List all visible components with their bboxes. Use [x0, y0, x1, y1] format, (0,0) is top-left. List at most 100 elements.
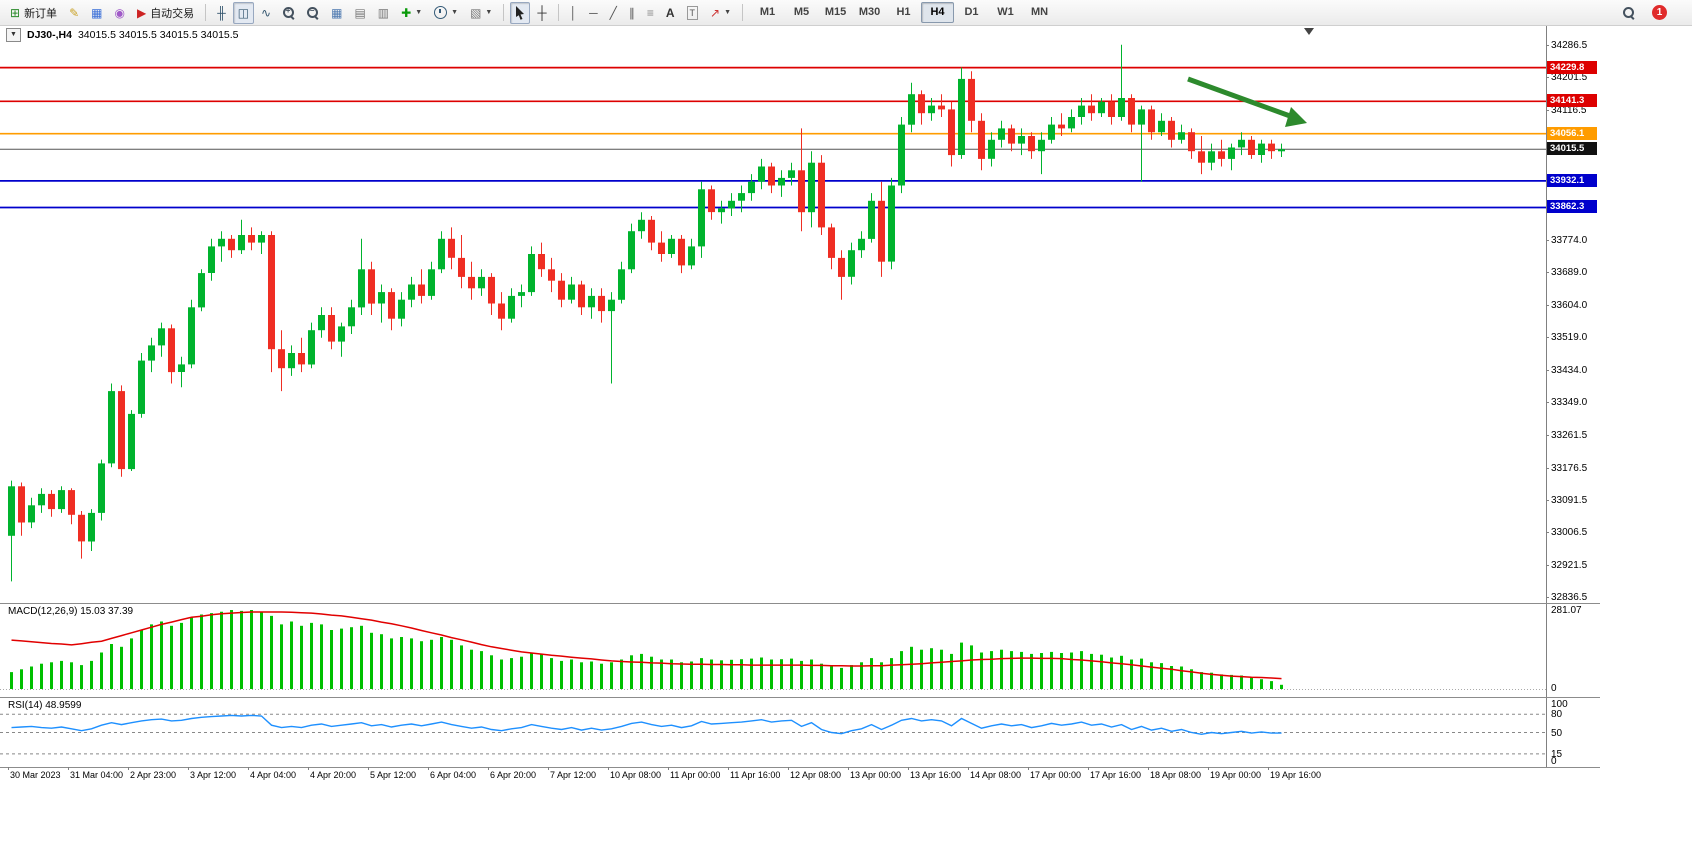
- timeframe-button-h1[interactable]: H1: [896, 6, 911, 18]
- bid-price-tag: 34015.5: [1547, 142, 1597, 155]
- timeframe-button-d1[interactable]: D1: [964, 6, 979, 18]
- bar-chart-icon: ╫: [217, 5, 226, 20]
- metaeditor-icon: ✎: [69, 5, 80, 20]
- zoom-in-button[interactable]: +: [278, 2, 300, 24]
- line-chart-icon: ∿: [261, 5, 272, 20]
- fibonacci-button[interactable]: ≡: [642, 2, 659, 24]
- rsi-scale-label: 15: [1551, 749, 1563, 760]
- time-axis-label: 10 Apr 08:00: [607, 767, 662, 780]
- cascade-windows-icon: ▤: [354, 5, 366, 20]
- time-axis-label: 7 Apr 12:00: [547, 767, 597, 780]
- price-tag: 34141.3: [1547, 94, 1597, 107]
- autotrading-button[interactable]: ▶ 自动交易: [132, 2, 199, 24]
- price-axis-label: 32921.5: [1545, 560, 1588, 571]
- time-axis-label: 31 Mar 04:00: [67, 767, 124, 780]
- toolbar-separator: [557, 4, 559, 21]
- channel-button[interactable]: ∥: [624, 2, 640, 24]
- templates-button[interactable]: ▧ ▼: [465, 2, 497, 24]
- chevron-down-icon: ▼: [485, 9, 493, 16]
- timeframe-toolbar: M1 M5 M15 M30 H1 H4 D1 W1 MN: [751, 2, 1056, 23]
- time-axis-label: 12 Apr 08:00: [787, 767, 842, 780]
- price-axis-label: 33774.0: [1545, 235, 1588, 246]
- trendline-button[interactable]: ╱: [605, 2, 622, 24]
- indicators-plus-icon: ✚: [401, 5, 412, 20]
- main-chart-canvas[interactable]: [0, 24, 1546, 768]
- timeframe-button-m5[interactable]: M5: [793, 6, 810, 18]
- price-tag: 34229.8: [1547, 61, 1597, 74]
- text-icon: A: [665, 5, 675, 20]
- text-label-icon: T: [686, 5, 699, 20]
- new-order-button[interactable]: ⊞ 新订单: [5, 2, 62, 24]
- toolbar-separator: [503, 4, 505, 21]
- vertical-line-button[interactable]: │: [565, 2, 583, 24]
- bar-chart-button[interactable]: ╫: [212, 2, 231, 24]
- time-axis-label: 13 Apr 16:00: [907, 767, 962, 780]
- arrows-button[interactable]: ↗ ▼: [705, 2, 736, 24]
- price-axis-label: 32836.5: [1545, 592, 1588, 603]
- market-button[interactable]: ▦: [86, 2, 107, 24]
- price-axis-label: 34286.5: [1545, 40, 1588, 51]
- text-button[interactable]: A: [661, 2, 680, 24]
- chevron-down-icon: ▼: [451, 9, 459, 16]
- timeframe-button-m1[interactable]: M1: [759, 6, 776, 18]
- main-toolbar: ⊞ 新订单 ✎ ▦ ◉ ▶ 自动交易 ╫ ◫ ∿ + − ▦ ▤ ▥ ✚ ▼ ▼ …: [0, 0, 1692, 26]
- time-axis-label: 5 Apr 12:00: [367, 767, 417, 780]
- search-button[interactable]: [1618, 2, 1640, 24]
- tile-windows-button[interactable]: ▦: [326, 2, 347, 24]
- toolbar-separator: [742, 4, 744, 21]
- time-axis-label: 4 Apr 04:00: [247, 767, 297, 780]
- price-axis-label: 33006.5: [1545, 527, 1588, 538]
- zoom-in-icon: +: [283, 6, 295, 19]
- text-label-button[interactable]: T: [682, 2, 704, 24]
- autotrading-icon: ▶: [136, 5, 147, 20]
- time-axis-label: 2 Apr 23:00: [127, 767, 177, 780]
- macd-histogram: [10, 610, 1283, 689]
- indicators-button[interactable]: ✚ ▼: [396, 2, 427, 24]
- notification-badge[interactable]: 1: [1652, 5, 1667, 20]
- trend-arrow[interactable]: [1187, 76, 1307, 127]
- price-axis-label: 34201.5: [1545, 72, 1588, 83]
- time-axis-label: 11 Apr 00:00: [667, 767, 721, 780]
- cascade-windows-button[interactable]: ▤: [349, 2, 370, 24]
- time-axis-label: 14 Apr 08:00: [967, 767, 1022, 780]
- arrange-windows-button[interactable]: ▥: [373, 2, 394, 24]
- arrange-windows-icon: ▥: [377, 5, 390, 20]
- horizontal-line-button[interactable]: ─: [584, 2, 603, 24]
- panel-divider-rsi[interactable]: [0, 697, 1600, 698]
- clock-icon: [434, 6, 448, 19]
- timeframe-button-w1[interactable]: W1: [997, 6, 1014, 18]
- time-axis-label: 11 Apr 16:00: [727, 767, 781, 780]
- chevron-down-icon: ▼: [415, 9, 423, 16]
- crosshair-button[interactable]: ┼: [532, 2, 551, 24]
- cursor-icon: [516, 5, 525, 20]
- periods-button[interactable]: ▼: [429, 2, 463, 24]
- time-axis-label: 4 Apr 20:00: [307, 767, 357, 780]
- time-axis-label: 19 Apr 00:00: [1207, 767, 1262, 780]
- time-axis-label: 6 Apr 20:00: [487, 767, 537, 780]
- horizontal-line-icon: ─: [589, 5, 598, 20]
- price-axis-label: 34116.5: [1545, 105, 1587, 116]
- price-axis-label: 33434.0: [1545, 365, 1588, 376]
- candlestick-series: [8, 44, 1285, 582]
- template-icon: ▧: [470, 5, 482, 20]
- community-button[interactable]: ◉: [109, 2, 129, 24]
- cursor-button[interactable]: [510, 1, 531, 24]
- one-click-trading-toggle[interactable]: ▼: [6, 28, 21, 42]
- panel-divider-macd[interactable]: [0, 603, 1600, 604]
- candlestick-chart-button[interactable]: ◫: [232, 1, 255, 24]
- chart-shift-marker[interactable]: [1304, 28, 1314, 35]
- time-axis-label: 18 Apr 08:00: [1147, 767, 1202, 780]
- zoom-out-button[interactable]: −: [302, 2, 324, 24]
- price-axis-label: 33519.0: [1545, 332, 1588, 343]
- timeframe-button-h4[interactable]: H4: [921, 2, 955, 23]
- time-axis-label: 6 Apr 04:00: [427, 767, 477, 780]
- macd-scale-zero: 0: [1551, 683, 1557, 694]
- timeframe-button-m30[interactable]: M30: [858, 6, 881, 18]
- price-tag: 33862.3: [1547, 200, 1597, 213]
- metaeditor-button[interactable]: ✎: [64, 2, 84, 24]
- line-chart-button[interactable]: ∿: [256, 2, 276, 24]
- timeframe-button-m15[interactable]: M15: [824, 6, 847, 18]
- zoom-out-icon: −: [307, 6, 319, 19]
- timeframe-button-mn[interactable]: MN: [1030, 6, 1049, 18]
- time-axis-label: 17 Apr 00:00: [1027, 767, 1082, 780]
